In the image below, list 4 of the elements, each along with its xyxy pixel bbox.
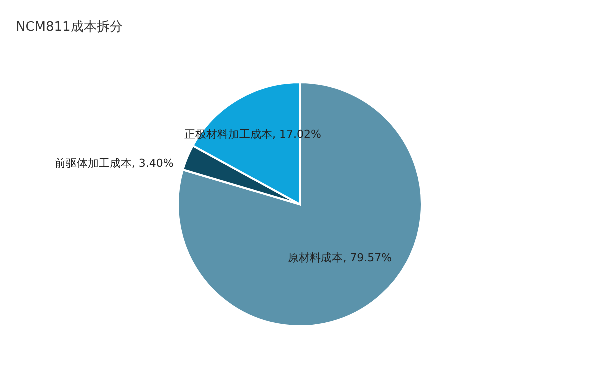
slice-label: 原材料成本, 79.57% — [288, 251, 392, 264]
slice-label: 前驱体加工成本, 3.40% — [54, 156, 174, 170]
pie-slice — [177, 82, 423, 328]
chart-title: NCM811成本拆分 — [16, 20, 123, 35]
